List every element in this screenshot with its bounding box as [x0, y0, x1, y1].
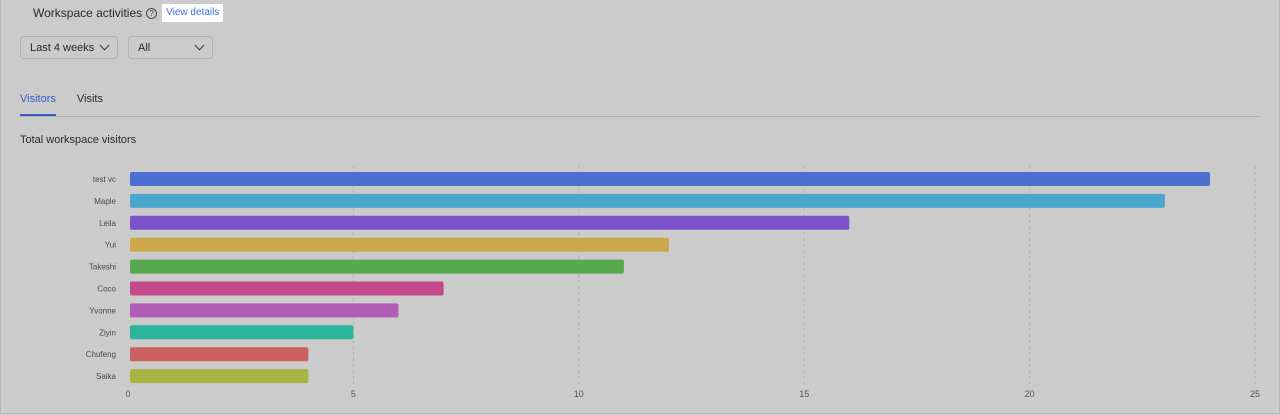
y-tick-label: Maple: [94, 197, 116, 206]
x-tick-label: 20: [1025, 389, 1035, 399]
filter-bar: Last 4 weeks All: [20, 36, 213, 59]
bar[interactable]: [130, 303, 399, 318]
y-tick-label: Yvonne: [89, 306, 116, 315]
bar[interactable]: [130, 369, 309, 384]
x-tick-label: 0: [125, 389, 130, 399]
question-circle-icon[interactable]: ?: [146, 7, 158, 19]
x-tick-label: 5: [351, 389, 356, 399]
scope-dropdown-value: All: [138, 41, 151, 54]
y-tick-label: Saika: [96, 372, 117, 381]
x-tick-label: 25: [1250, 389, 1260, 399]
y-tick-label: Yui: [105, 241, 116, 250]
bar[interactable]: [130, 172, 1210, 186]
bar[interactable]: [130, 325, 354, 340]
period-dropdown[interactable]: Last 4 weeks: [20, 36, 118, 59]
x-tick-label: 15: [799, 389, 809, 399]
bar[interactable]: [130, 215, 850, 230]
tab-visitors[interactable]: Visitors: [20, 90, 56, 116]
y-tick-label: Ziyin: [99, 328, 116, 337]
y-tick-label: test vc: [93, 175, 116, 184]
bar[interactable]: [130, 193, 1165, 208]
tab-visits[interactable]: Visits: [76, 93, 103, 105]
section-header: Workspace activities ? View details: [33, 3, 224, 23]
view-details-link[interactable]: View details: [162, 4, 224, 22]
tab-bar: Visitors Visits: [20, 90, 1260, 117]
scope-dropdown[interactable]: All: [128, 36, 213, 59]
chart-title: Total workspace visitors: [20, 134, 137, 146]
bar[interactable]: [130, 347, 309, 362]
bar[interactable]: [130, 259, 624, 274]
y-tick-label: Takeshi: [89, 263, 116, 272]
period-dropdown-value: Last 4 weeks: [30, 41, 95, 54]
y-tick-label: Coco: [97, 285, 116, 294]
x-tick-label: 10: [574, 389, 584, 399]
bar[interactable]: [130, 281, 444, 296]
y-tick-label: Chufeng: [86, 350, 116, 359]
bar[interactable]: [130, 237, 669, 252]
section-title: Workspace activities: [33, 6, 143, 20]
y-tick-label: Leila: [99, 219, 116, 228]
